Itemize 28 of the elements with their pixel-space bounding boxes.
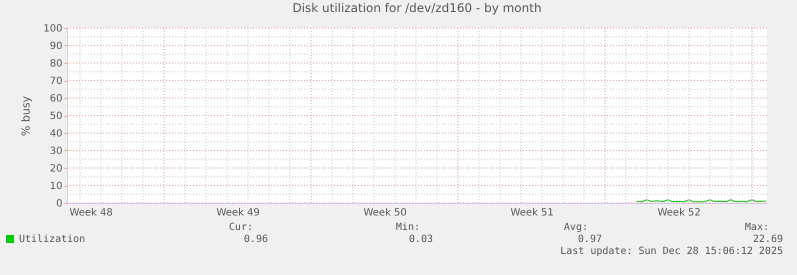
y-tick-label: 90 (50, 41, 62, 52)
x-tick-label: Week 48 (69, 208, 113, 218)
y-tick-label: 30 (50, 146, 62, 157)
text: Cur: (228, 222, 253, 233)
y-tick-label: 70 (50, 76, 62, 87)
text: 22.69 (752, 234, 783, 245)
chart-title: Disk utilization for /dev/zd160 - by month (292, 1, 542, 15)
text: Min: (396, 222, 420, 233)
x-tick-label: Week 52 (657, 208, 701, 218)
y-tick-label: 100 (43, 24, 62, 34)
text: Last update: Sun Dec 28 15:06:12 2025 (560, 246, 783, 257)
y-tick-label: 50 (50, 111, 62, 122)
y-tick-label: 0 (56, 198, 62, 210)
text: 0.97 (578, 234, 602, 245)
text: Max: (744, 222, 769, 233)
y-tick-label: 60 (50, 94, 62, 104)
legend-label: Utilization (19, 234, 86, 245)
text: Avg: (564, 222, 588, 233)
text: 0.03 (408, 234, 433, 245)
y-tick-label: 80 (50, 58, 62, 70)
y-tick-label: 40 (50, 128, 62, 140)
x-tick-label: Week 51 (510, 208, 554, 218)
y-tick-label: 20 (50, 164, 62, 174)
x-tick-label: Week 50 (363, 208, 407, 218)
text: 0.96 (244, 234, 268, 245)
x-tick-label: Week 49 (216, 208, 260, 218)
y-axis-title: % busy (19, 95, 32, 136)
y-tick-label: 10 (50, 181, 62, 192)
